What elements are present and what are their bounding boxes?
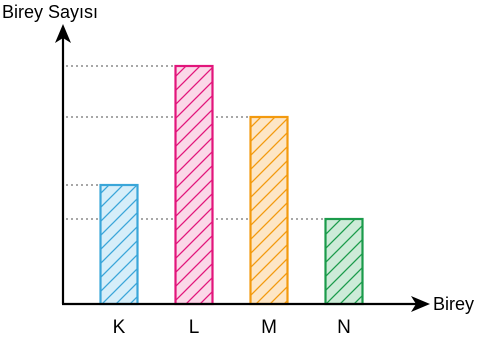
- x-axis-arrow: [411, 296, 430, 312]
- bars: [99, 64, 364, 306]
- x-tick-label-n: N: [337, 317, 351, 338]
- bar-l: [174, 64, 214, 306]
- x-axis-title: Birey: [433, 294, 474, 314]
- x-tick-label-k: K: [113, 317, 126, 338]
- x-tick-labels: K L M N: [113, 317, 351, 338]
- bar-k: [99, 183, 139, 306]
- y-axis-title: Birey Sayısı: [2, 2, 98, 22]
- x-tick-label-m: M: [261, 317, 277, 338]
- y-axis-arrow: [55, 24, 71, 43]
- x-tick-label-l: L: [189, 317, 200, 338]
- axes: [55, 24, 430, 312]
- bar-n: [324, 217, 364, 306]
- bar-m: [249, 115, 289, 306]
